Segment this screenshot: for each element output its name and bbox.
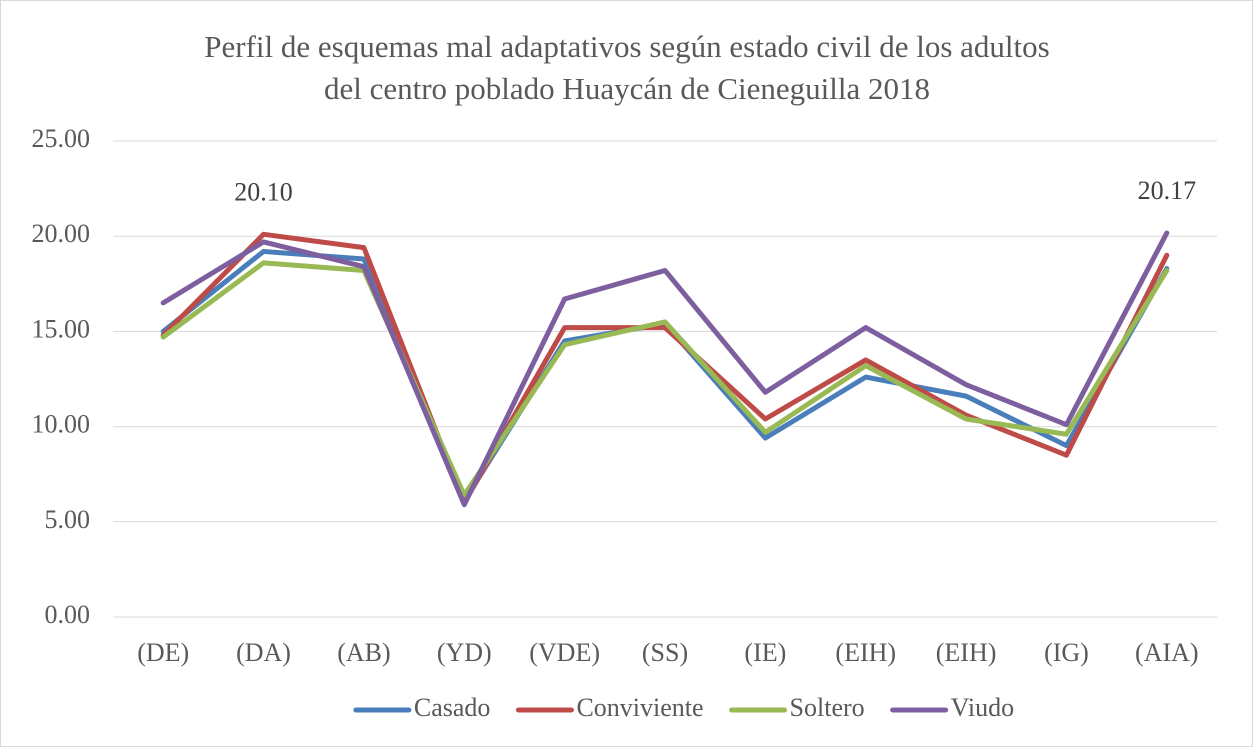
x-tick-label: (EIH)	[936, 638, 997, 667]
series-line	[160, 260, 1170, 498]
x-tick-label: (IE)	[744, 638, 786, 667]
chart-title: Perfil de esquemas mal adaptativos según…	[204, 29, 1049, 64]
y-tick-label: 20.00	[32, 219, 91, 248]
y-tick-label: 5.00	[45, 505, 91, 534]
y-tick-label: 0.00	[45, 600, 91, 629]
x-tick-label: (EIH)	[835, 638, 896, 667]
x-tick-label: (YD)	[437, 638, 492, 667]
legend-label: Conviviente	[576, 693, 703, 722]
chart-title: del centro poblado Huaycán de Cieneguill…	[324, 71, 930, 106]
legend-label: Casado	[414, 693, 491, 722]
x-tick-label: (DA)	[236, 638, 291, 667]
y-tick-label: 10.00	[32, 410, 91, 439]
series-line	[160, 230, 1170, 508]
x-tick-label: (AB)	[337, 638, 390, 667]
y-tick-label: 15.00	[32, 314, 91, 343]
legend-label: Viudo	[951, 693, 1014, 722]
x-tick-label: (AIA)	[1135, 638, 1199, 667]
y-tick-label: 25.00	[32, 124, 91, 153]
x-tick-label: (SS)	[642, 638, 688, 667]
data-label: 20.17	[1138, 176, 1197, 205]
legend-label: Soltero	[790, 693, 865, 722]
series-line	[160, 231, 1170, 506]
x-tick-label: (VDE)	[529, 638, 600, 667]
x-tick-label: (DE)	[137, 638, 189, 667]
data-label: 20.10	[234, 177, 293, 206]
x-tick-label: (IG)	[1044, 638, 1089, 667]
